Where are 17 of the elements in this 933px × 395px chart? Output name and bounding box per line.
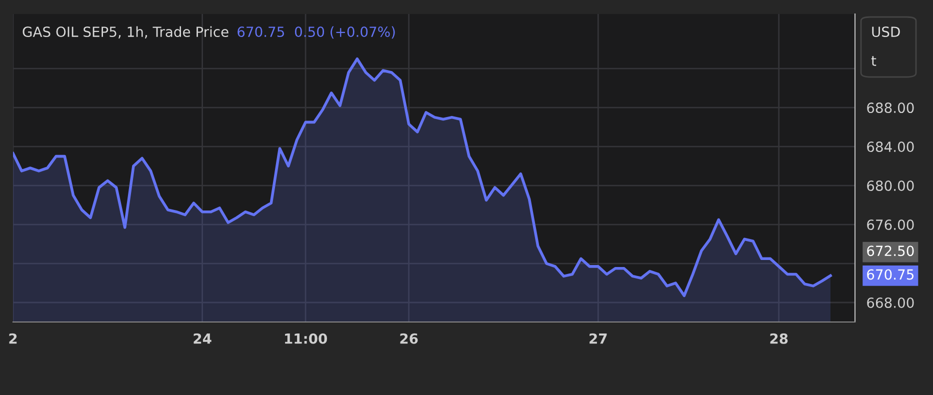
- y-tick-label: 668.00: [867, 297, 914, 308]
- y-tick-label: 684.00: [867, 142, 914, 152]
- text: USD: [872, 26, 900, 38]
- x-tick-label: 2: [9, 333, 17, 344]
- text: 672.50: [867, 246, 914, 256]
- y-tick-label: 676.00: [867, 220, 914, 230]
- y-tick-label: 688.00: [867, 102, 914, 114]
- x-tick-label: 28: [770, 333, 788, 344]
- text: 670.75: [867, 269, 914, 280]
- x-tick-label: 24: [194, 333, 212, 344]
- y-tick-label: 680.00: [867, 180, 914, 192]
- x-tick-label: 26: [400, 333, 418, 344]
- text: GAS OIL SEP5, 1h, Trade Price: [22, 26, 228, 38]
- x-tick-label: 11:00: [285, 333, 328, 344]
- text: 670.75 0.50 (+0.07%): [238, 26, 395, 39]
- text: t: [871, 56, 876, 66]
- x-tick-label: 27: [590, 333, 607, 344]
